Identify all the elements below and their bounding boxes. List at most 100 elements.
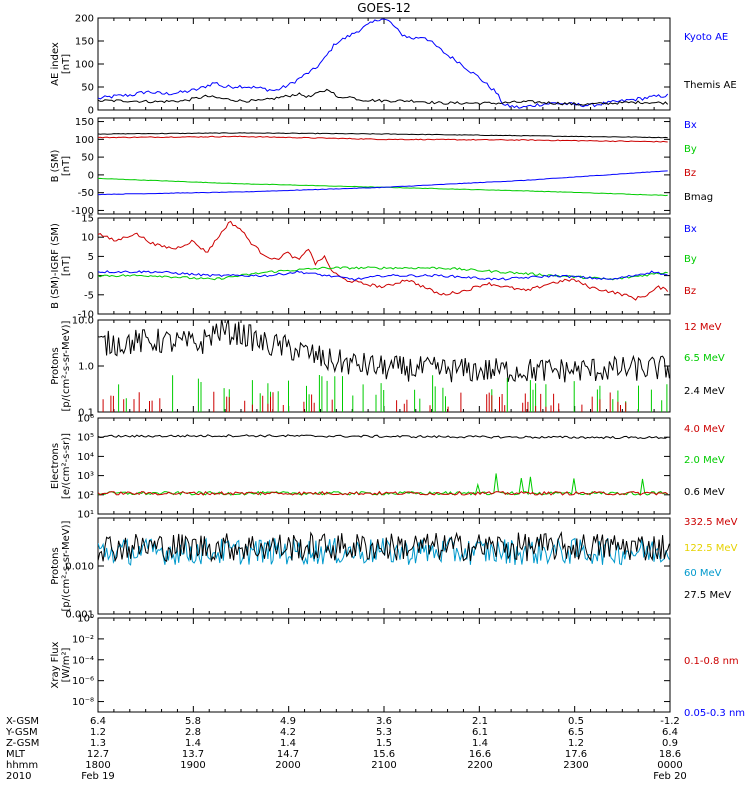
panel-bsm: -100 -50 0 50 100 150 B (SM) [nT] Bx By Bz Bmag xyxy=(50,117,713,217)
orbit-value: 18.6 xyxy=(659,749,681,760)
orbit-value: 6.4 xyxy=(90,716,106,727)
orbit-year: 2010 xyxy=(6,771,31,782)
series-line xyxy=(98,135,668,143)
orbit-value: 6.4 xyxy=(662,727,678,738)
series-bz xyxy=(98,220,669,301)
orbit-value: 1.2 xyxy=(568,738,584,749)
series-line xyxy=(98,220,669,301)
orbit-value: 5.3 xyxy=(376,727,392,738)
panel-protons_low: 0.1 1.0 10.0 Protons [p/(cm²-s-sr-MeV)] 12 Me… xyxy=(50,316,725,419)
ytick-label: 50 xyxy=(81,153,94,164)
series-line xyxy=(98,434,668,440)
ylabel-line: [W/m²] xyxy=(61,647,72,682)
orbit-value: 2300 xyxy=(563,760,588,771)
ytick-label: 10.0 xyxy=(72,316,94,327)
ytick-label: 10¹ xyxy=(77,510,94,521)
ytick-label: 5 xyxy=(88,252,94,263)
orbit-value: -1.2 xyxy=(660,716,680,727)
ytick-label: 10³ xyxy=(77,471,94,482)
series-2.0-mev xyxy=(98,473,668,496)
legend-entry: Bx xyxy=(684,224,697,235)
orbit-table: X-GSM 6.4 5.8 4.9 3.6 2.1 0.5 -1.2 Y-GSM 1.2 2.8 4.… xyxy=(5,716,687,782)
orbit-value: 1.4 xyxy=(280,738,296,749)
ytick-label: -10 xyxy=(78,310,94,321)
ylabel-line: [p/(cm²-s-sr-MeV)] xyxy=(61,320,72,411)
ytick-label: 0 xyxy=(88,271,94,282)
legend-entry: 332.5 MeV xyxy=(684,517,738,528)
series-line xyxy=(98,270,668,281)
ytick-label: 1.0 xyxy=(78,362,94,373)
orbit-value: 2.1 xyxy=(472,716,488,727)
series-27.5-mev xyxy=(98,530,670,563)
orbit-value: 12.7 xyxy=(87,749,109,760)
plot-title: GOES-12 xyxy=(357,1,411,15)
ytick-label: 10² xyxy=(77,490,94,501)
orbit-row-label: MLT xyxy=(6,749,26,760)
ylabel-line: Protons xyxy=(50,347,61,384)
ylabel-line: [nT] xyxy=(61,54,72,74)
legend-entry: Bmag xyxy=(684,192,713,203)
series-themis-ae xyxy=(98,88,669,106)
orbit-value: 1900 xyxy=(180,760,205,771)
ytick-label: 100 xyxy=(75,60,94,71)
ylabel-line: Xray Flux xyxy=(50,641,61,688)
ytick-label: 150 xyxy=(75,37,94,48)
legend-entry: Bz xyxy=(684,168,696,179)
orbit-value: 17.6 xyxy=(565,749,587,760)
orbit-value: 13.7 xyxy=(182,749,204,760)
ytick-label: 15 xyxy=(81,214,94,225)
orbit-value: 3.6 xyxy=(376,716,392,727)
legend-entry: Kyoto AE xyxy=(684,32,728,43)
orbit-value: 1800 xyxy=(85,760,110,771)
series-12-mev xyxy=(102,391,627,412)
series-kyoto-ae xyxy=(98,18,669,109)
ytick-label: 200 xyxy=(75,14,94,25)
legend-entry: 4.0 MeV xyxy=(684,424,725,435)
ylabel-line: B (SM) xyxy=(50,149,61,182)
orbit-value: 16.6 xyxy=(469,749,491,760)
orbit-value: 4.9 xyxy=(280,716,296,727)
legend-entry: 0.1-0.8 nm xyxy=(684,656,739,667)
series-bz xyxy=(98,135,668,143)
ylabel-line: [nT] xyxy=(61,156,72,176)
orbit-value: 0000 xyxy=(657,760,682,771)
panel-frame xyxy=(97,517,671,615)
orbit-value: 2200 xyxy=(467,760,492,771)
series-line xyxy=(98,320,670,383)
ytick-label: 10⁻⁸ xyxy=(72,697,94,708)
orbit-row-label: hhmm xyxy=(6,760,38,771)
legend-entry: By xyxy=(684,254,697,265)
orbit-row-label: Z-GSM xyxy=(6,738,39,749)
series-line xyxy=(98,132,668,139)
orbit-value: 1.3 xyxy=(90,738,106,749)
ylabel-line: B (SM)-IGRF (SM) xyxy=(50,223,61,309)
legend-entry: Themis AE xyxy=(683,80,737,91)
ylabel-line: AE index xyxy=(50,42,61,86)
legend-entry: 2.0 MeV xyxy=(684,455,725,466)
series-spikes xyxy=(118,375,668,412)
orbit-value: 2100 xyxy=(371,760,396,771)
ytick-label: -5 xyxy=(84,290,94,301)
ytick-label: 10⁻² xyxy=(72,634,94,645)
orbit-date-end: Feb 20 xyxy=(653,771,687,782)
ytick-label: 10 xyxy=(81,233,94,244)
panel-bsmigrf: -10 -5 0 5 10 15 B (SM)-IGRF (SM) [nT] Bx By Bz xyxy=(50,214,697,321)
series-line xyxy=(98,170,668,196)
series-line xyxy=(98,88,669,106)
series-line xyxy=(98,18,669,109)
ylabel-line: [e/(cm²-s-sr)] xyxy=(61,433,72,499)
ytick-label: -100 xyxy=(71,206,94,217)
legend-entry: Bx xyxy=(684,120,697,131)
series-6.5-mev xyxy=(118,375,668,412)
series-line xyxy=(98,530,670,563)
ytick-label: 150 xyxy=(75,117,94,128)
series-line xyxy=(98,490,668,496)
orbit-value: 4.2 xyxy=(280,727,296,738)
ytick-label: 10⁻⁴ xyxy=(72,655,94,666)
orbit-value: 6.1 xyxy=(472,727,488,738)
panel-frame xyxy=(97,417,671,515)
legend-entry: 2.4 MeV xyxy=(684,386,725,397)
ytick-label: 100 xyxy=(75,135,94,146)
series-by xyxy=(98,266,668,281)
